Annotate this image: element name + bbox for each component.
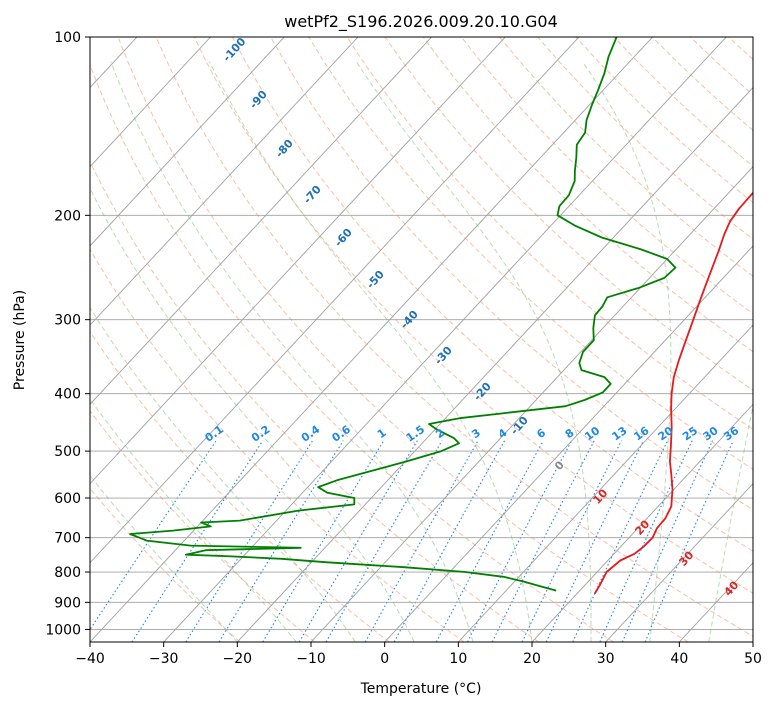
x-tick-label: 40 — [670, 651, 688, 667]
x-tick-label: 10 — [449, 651, 467, 667]
x-tick-label: −20 — [223, 651, 253, 667]
x-axis-label: Temperature (°C) — [360, 681, 482, 697]
y-tick-label: 600 — [54, 491, 81, 507]
y-axis-label: Pressure (hPa) — [12, 290, 28, 390]
x-tick-label: 0 — [380, 651, 389, 667]
y-tick-label: 200 — [54, 208, 81, 224]
y-tick-label: 800 — [54, 565, 81, 581]
y-tick-label: 900 — [54, 595, 81, 611]
x-tick-label: 50 — [744, 651, 762, 667]
y-tick-label: 100 — [54, 30, 81, 46]
x-tick-label: −40 — [75, 651, 105, 667]
y-tick-label: 400 — [54, 387, 81, 403]
chart-title: wetPf2_S196.2026.009.20.10.G04 — [284, 12, 558, 32]
x-tick-label: 30 — [597, 651, 615, 667]
y-tick-label: 300 — [54, 313, 81, 329]
y-tick-label: 700 — [54, 531, 81, 547]
x-tick-label: −10 — [296, 651, 326, 667]
y-tick-label: 500 — [54, 444, 81, 460]
x-tick-label: 20 — [523, 651, 541, 667]
y-tick-label: 1000 — [45, 622, 81, 638]
x-tick-label: −30 — [149, 651, 179, 667]
